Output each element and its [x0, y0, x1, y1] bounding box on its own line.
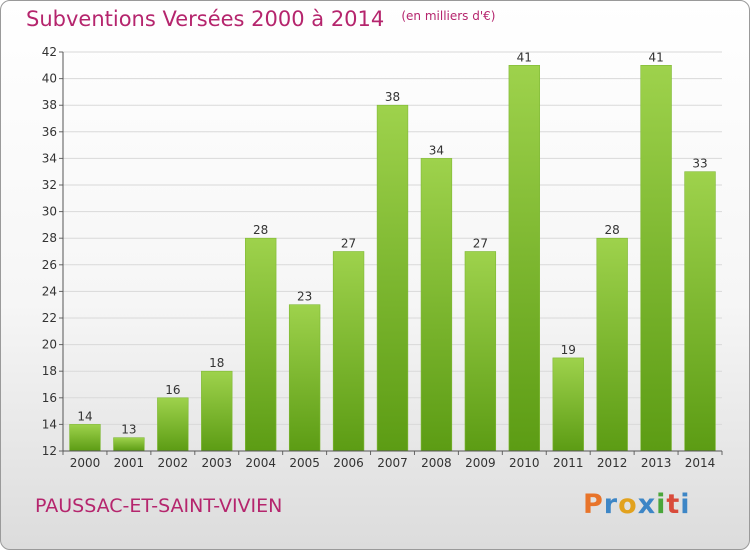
proxiti-logo: Proxiti [583, 489, 691, 520]
x-tick-label: 2013 [641, 456, 672, 470]
x-tick-label: 2006 [333, 456, 364, 470]
bar [157, 397, 189, 452]
bar [69, 424, 101, 452]
bar [552, 357, 584, 452]
bar [113, 437, 145, 452]
y-tick-label: 20 [42, 338, 57, 352]
place-name: PAUSSAC-ET-SAINT-VIVIEN [35, 495, 283, 517]
bar [684, 171, 716, 452]
chart-title: Subventions Versées 2000 à 2014 [26, 7, 385, 31]
x-tick-label: 2004 [245, 456, 276, 470]
x-axis-ticks: 2000 2001 2002 2003 2004 2005 2006 2007 2008 2009… [62, 451, 723, 470]
y-tick-label: 26 [42, 258, 57, 272]
logo-letter: t [666, 489, 681, 520]
logo-letter: o [618, 489, 638, 520]
y-axis-ticks: 12 14 16 18 20 22 24 26 28 30 32 34 36 38 40 42 [42, 45, 63, 458]
y-tick-label: 22 [42, 311, 57, 325]
bar [201, 370, 233, 452]
x-tick-label: 2005 [289, 456, 320, 470]
y-tick-label: 14 [42, 417, 57, 431]
data-label: 27 [473, 237, 488, 251]
data-label: 34 [429, 143, 444, 157]
data-label: 27 [341, 237, 356, 251]
y-tick-label: 42 [42, 45, 57, 59]
x-tick-label: 2011 [553, 456, 584, 470]
data-label: 14 [77, 409, 92, 423]
y-tick-label: 30 [42, 205, 57, 219]
y-tick-label: 16 [42, 391, 57, 405]
axes [62, 52, 722, 452]
data-label: 19 [561, 343, 576, 357]
x-tick-label: 2001 [114, 456, 145, 470]
x-tick-label: 2014 [685, 456, 716, 470]
x-tick-label: 2009 [465, 456, 496, 470]
y-tick-label: 32 [42, 178, 57, 192]
data-label: 18 [209, 356, 224, 370]
y-tick-label: 12 [42, 444, 57, 458]
data-labels: 14 13 16 18 28 23 27 38 34 27 41 19 28 41 33 [77, 50, 707, 436]
bar [288, 304, 321, 452]
title-block: Subventions Versées 2000 à 2014 (en mill… [26, 7, 495, 31]
logo-letter: i [680, 489, 691, 520]
x-tick-label: 2008 [421, 456, 452, 470]
bar [596, 237, 628, 452]
data-label: 28 [605, 223, 620, 237]
data-label: 28 [253, 223, 268, 237]
logo-letter: x [637, 489, 657, 520]
bar [640, 65, 672, 452]
bar [464, 251, 497, 452]
x-tick-label: 2002 [158, 456, 189, 470]
y-tick-label: 34 [42, 151, 57, 165]
logo-letter: r [603, 489, 619, 520]
x-tick-label: 2007 [377, 456, 408, 470]
bar [332, 251, 365, 452]
y-tick-label: 18 [42, 364, 57, 378]
logo-letter: P [583, 489, 604, 520]
bar [508, 65, 540, 452]
data-label: 41 [517, 50, 532, 64]
x-tick-label: 2000 [70, 456, 101, 470]
bars [69, 65, 716, 452]
x-tick-label: 2012 [597, 456, 628, 470]
y-tick-label: 40 [42, 72, 57, 86]
y-tick-label: 28 [42, 231, 57, 245]
bar [376, 104, 409, 452]
logo-letter: i [656, 489, 667, 520]
data-label: 13 [121, 423, 136, 437]
data-label: 33 [692, 157, 707, 171]
bar [245, 237, 277, 452]
x-tick-label: 2003 [201, 456, 232, 470]
data-label: 41 [648, 50, 663, 64]
y-tick-label: 36 [42, 125, 57, 139]
bar [420, 158, 453, 452]
data-label: 23 [297, 290, 312, 304]
y-tick-label: 24 [42, 284, 57, 298]
data-label: 16 [165, 383, 180, 397]
chart-subtitle: (en milliers d'€) [401, 9, 496, 23]
y-tick-label: 38 [42, 98, 57, 112]
data-label: 38 [385, 90, 400, 104]
x-tick-label: 2010 [509, 456, 540, 470]
